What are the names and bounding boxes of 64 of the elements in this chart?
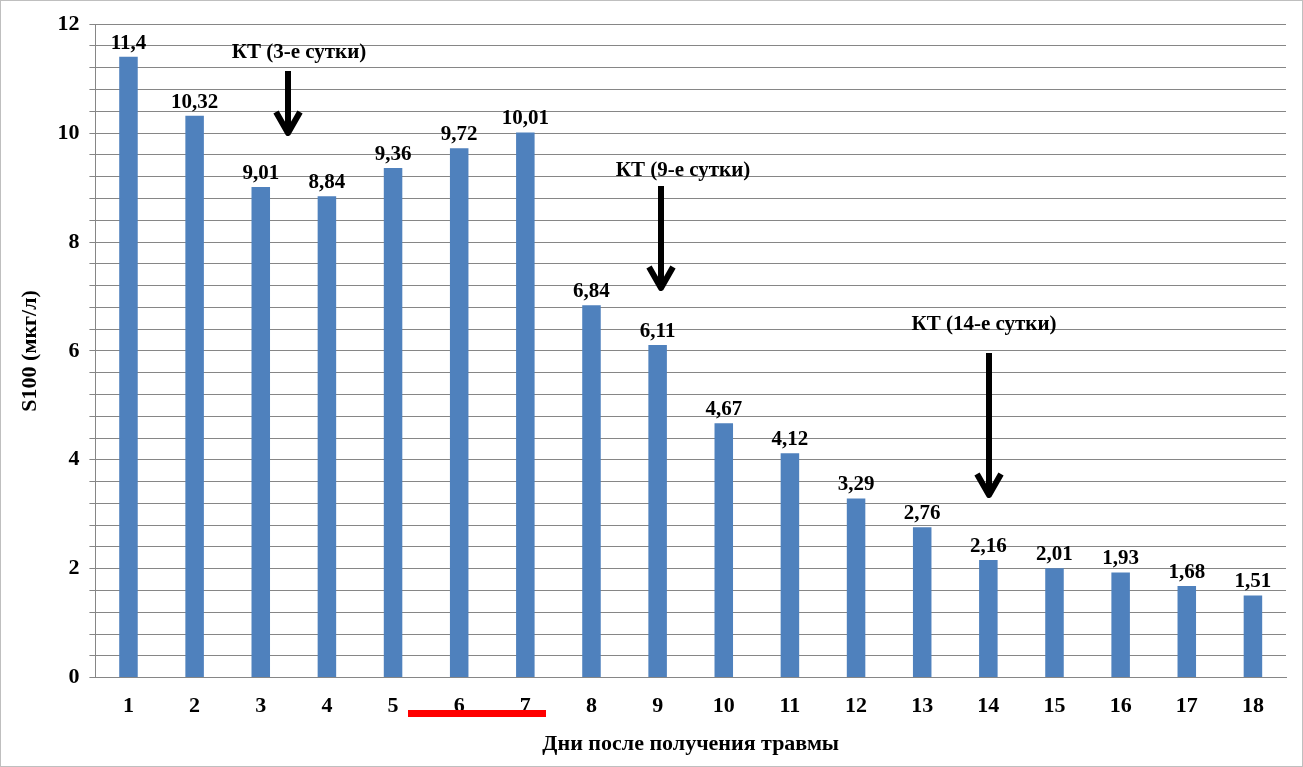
bar	[449, 148, 469, 678]
data-label: 8,84	[308, 169, 346, 194]
bar	[119, 56, 138, 678]
x-tick-label: 2	[189, 692, 201, 718]
x-tick-label: 13	[911, 692, 934, 718]
x-tick-label: 14	[977, 692, 1000, 718]
x-tick-label: 9	[652, 692, 664, 718]
x-tick-label: 5	[387, 692, 399, 718]
data-label: 6,84	[573, 278, 611, 303]
annotation: КТ (3-е сутки)	[231, 38, 367, 64]
x-axis-title: Дни после получения травмы	[542, 730, 840, 756]
x-tick-label: 1	[122, 692, 134, 718]
bar	[1177, 586, 1197, 678]
x-tick-label: 16	[1109, 692, 1132, 718]
bar	[648, 344, 667, 678]
bar	[317, 196, 337, 678]
bar	[582, 305, 601, 678]
annotation: КТ (14-е сутки)	[911, 310, 1057, 336]
x-tick-label: 8	[585, 692, 597, 718]
bar	[714, 423, 734, 678]
bar	[516, 132, 535, 678]
data-label: 10,01	[501, 105, 549, 130]
y-tick-label: 10	[57, 118, 80, 144]
x-tick-label: 18	[1241, 692, 1264, 718]
x-tick-label: 3	[255, 692, 267, 718]
y-tick-label: 6	[68, 336, 80, 362]
bar	[1111, 572, 1130, 678]
data-label: 2,01	[1036, 541, 1073, 566]
bar	[979, 559, 998, 678]
x-tick-label: 17	[1175, 692, 1198, 718]
x-tick-label: 12	[845, 692, 868, 718]
x-tick-label: 11	[779, 692, 801, 718]
data-label: 9,01	[242, 159, 280, 184]
bar	[1243, 595, 1263, 678]
x-tick-label: 15	[1043, 692, 1066, 718]
y-tick-label: 4	[68, 445, 80, 471]
bar	[846, 498, 866, 678]
annotation: КТ (9-е сутки)	[615, 156, 751, 182]
y-axis-title: S100 (мкг/л)	[15, 290, 41, 412]
data-label: 1,68	[1168, 559, 1206, 584]
data-label: 1,51	[1234, 568, 1272, 593]
data-label: 2,76	[903, 500, 941, 525]
data-label: 11,4	[110, 29, 147, 54]
data-label: 6,11	[639, 317, 676, 342]
x-tick-label: 4	[321, 692, 333, 718]
bar	[1045, 568, 1064, 678]
bar	[185, 115, 204, 678]
data-label: 1,93	[1102, 545, 1140, 570]
y-tick-label: 12	[57, 9, 80, 35]
data-label: 9,72	[440, 121, 478, 146]
data-label: 10,32	[170, 88, 219, 113]
bar	[251, 187, 271, 678]
data-label: 3,29	[837, 471, 875, 496]
y-tick-label: 0	[68, 663, 80, 689]
data-label: 4,12	[771, 426, 809, 451]
y-tick-label: 2	[68, 554, 80, 580]
y-tick-label: 8	[68, 227, 80, 253]
bar	[780, 453, 800, 678]
bar	[912, 527, 932, 678]
bar	[383, 167, 403, 678]
x-tick-label: 10	[712, 692, 735, 718]
data-label: 2,16	[969, 532, 1007, 557]
data-label: 9,36	[374, 140, 412, 165]
data-label: 4,67	[705, 396, 743, 421]
